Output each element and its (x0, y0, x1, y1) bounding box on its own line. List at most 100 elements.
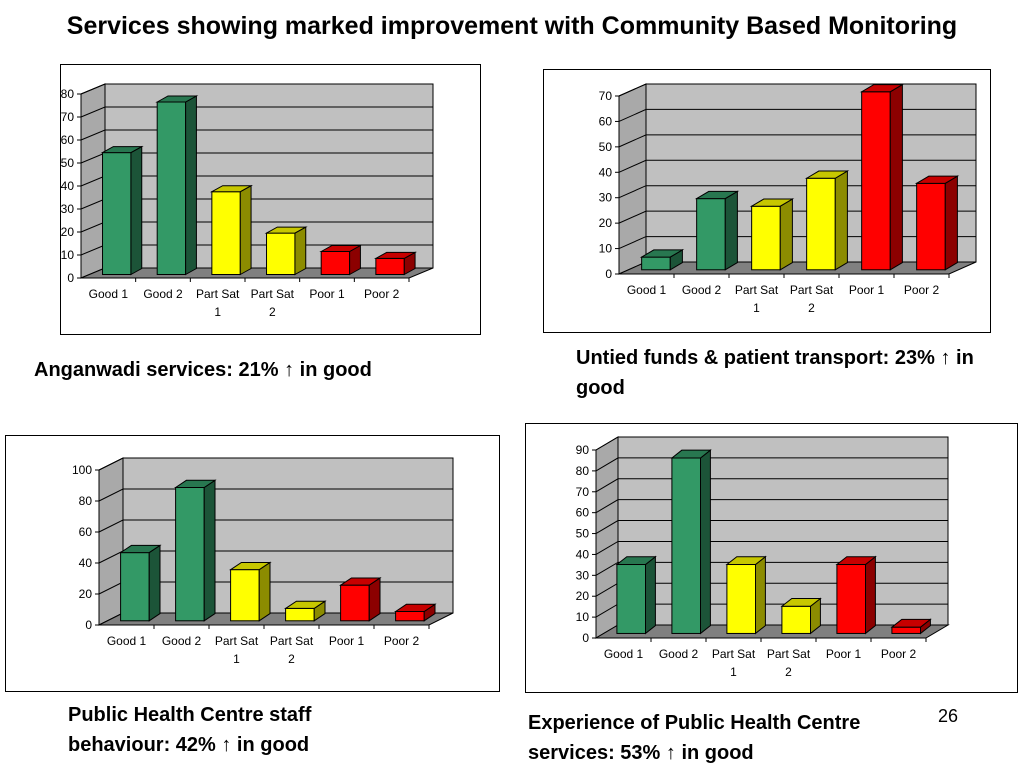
y-tick-label: 0 (85, 618, 92, 632)
x-tick-label: Poor 1 (309, 287, 345, 301)
chart-untied-funds-plot: 0 10 20 30 40 50 60 70 Good 1 Good 2 Part Sat 1 Part… (599, 83, 977, 315)
bar (155, 95, 199, 276)
gridline (98, 457, 453, 471)
y-tick-label: 60 (79, 525, 93, 539)
x-tick-label: Good 2 (682, 283, 722, 297)
gridline (595, 540, 948, 555)
bar-front (102, 152, 132, 275)
bar (615, 555, 657, 635)
y-tick-label: 40 (576, 547, 590, 561)
x-tick-label: Part Sat 2 (270, 634, 314, 666)
bar (118, 544, 162, 622)
bar-front (375, 257, 405, 275)
bar-front (751, 205, 781, 271)
bar (914, 175, 960, 271)
chart-side-wall (618, 83, 647, 275)
bar (228, 561, 272, 622)
bar-side (834, 170, 848, 271)
bar-side (779, 198, 793, 271)
x-tick-label: Part Sat 1 (215, 634, 259, 666)
gridline (80, 106, 433, 118)
chart-phc-staff-plot: 0 20 40 60 80 100 Good 1 Good 2 Part Sat 1 Part Sa… (72, 457, 454, 666)
x-tick-label: Poor 2 (904, 283, 940, 297)
x-tick-label: Part Sat 1 (735, 283, 779, 315)
bar-side (130, 145, 143, 276)
bar-front (340, 584, 370, 622)
bar (319, 244, 363, 276)
bar-top (209, 185, 254, 193)
gridline (595, 478, 948, 493)
y-tick-label: 20 (61, 225, 74, 239)
bar-front (266, 232, 296, 276)
bar-top (694, 190, 740, 200)
y-tick-label: 80 (79, 494, 93, 508)
bar (859, 83, 905, 271)
bar (209, 184, 254, 276)
gridline (595, 436, 948, 451)
y-tick-label: 20 (576, 589, 590, 603)
bar (780, 597, 822, 635)
bar-side (755, 555, 766, 635)
bar-front (120, 552, 150, 622)
bar-top (780, 597, 822, 607)
bar-front (781, 605, 811, 634)
slide-title: Services showing marked improvement with… (66, 12, 958, 40)
bar-top (264, 226, 308, 234)
x-tick-label: Good 2 (143, 287, 183, 301)
bar-front (285, 607, 315, 622)
bar-front (726, 564, 756, 634)
gridline (618, 83, 976, 97)
bar-top (639, 249, 685, 258)
bar-side (889, 83, 903, 271)
gridline (98, 488, 453, 502)
bar (100, 145, 144, 276)
x-tick-label: Poor 2 (384, 634, 420, 648)
bar-top (173, 479, 217, 488)
bar-side (645, 555, 656, 635)
chart-back-wall (617, 436, 949, 626)
x-tick-label: Poor 2 (881, 647, 917, 661)
bar-top (319, 245, 363, 252)
y-tick-label: 40 (599, 165, 613, 179)
caption-untied-funds: Untied funds & patient transport: 23% ↑ … (576, 347, 974, 399)
bar-top (670, 449, 712, 459)
bar (670, 449, 712, 635)
page-number: 26 (938, 706, 959, 726)
y-tick-label: 20 (599, 216, 613, 230)
bar-front (916, 182, 946, 271)
bar-top (725, 556, 767, 566)
bar (264, 226, 308, 276)
bar-top (155, 95, 199, 103)
x-tick-label: Part Sat 2 (251, 287, 295, 319)
x-tick-label: Poor 1 (826, 647, 862, 661)
y-tick-label: 80 (61, 87, 74, 101)
bar (373, 251, 418, 276)
x-tick-label: Poor 2 (364, 287, 400, 301)
bar-side (185, 95, 197, 276)
caption-phc-experience: Experience of Public Health Centre servi… (528, 712, 861, 764)
bar-side (944, 175, 958, 271)
bar-side (294, 226, 307, 276)
caption-phc-staff: Public Health Centre staff behaviour: 42… (68, 704, 312, 756)
bar-front (836, 564, 866, 634)
bar-front (696, 198, 726, 271)
bar-top (859, 84, 905, 93)
gridline (595, 520, 948, 534)
gridline (595, 499, 948, 514)
bar-top (615, 556, 657, 566)
x-tick-label: Good 1 (107, 634, 147, 648)
bar-front (395, 611, 425, 622)
chart-back-wall (122, 457, 454, 614)
chart-phc-experience: 0 10 20 30 40 50 60 70 80 90 Good 1 Good 2 Part Sat 1… (525, 423, 1018, 693)
bar (835, 555, 877, 635)
bar-side (239, 184, 252, 276)
bar (890, 618, 932, 635)
bar (338, 577, 382, 622)
bar-top (100, 146, 144, 154)
y-tick-label: 30 (599, 191, 613, 205)
chart-phc-staff: 0 20 40 60 80 100 Good 1 Good 2 Part Sat 1 Part Sa… (5, 435, 500, 692)
y-tick-label: 20 (79, 587, 93, 601)
y-tick-label: 100 (72, 463, 92, 477)
chart-anganwadi-plot: 0 10 20 30 40 50 60 70 80 Good 1 Good 2 Part Sat 1 Pa… (61, 83, 434, 319)
y-tick-label: 40 (79, 556, 93, 570)
